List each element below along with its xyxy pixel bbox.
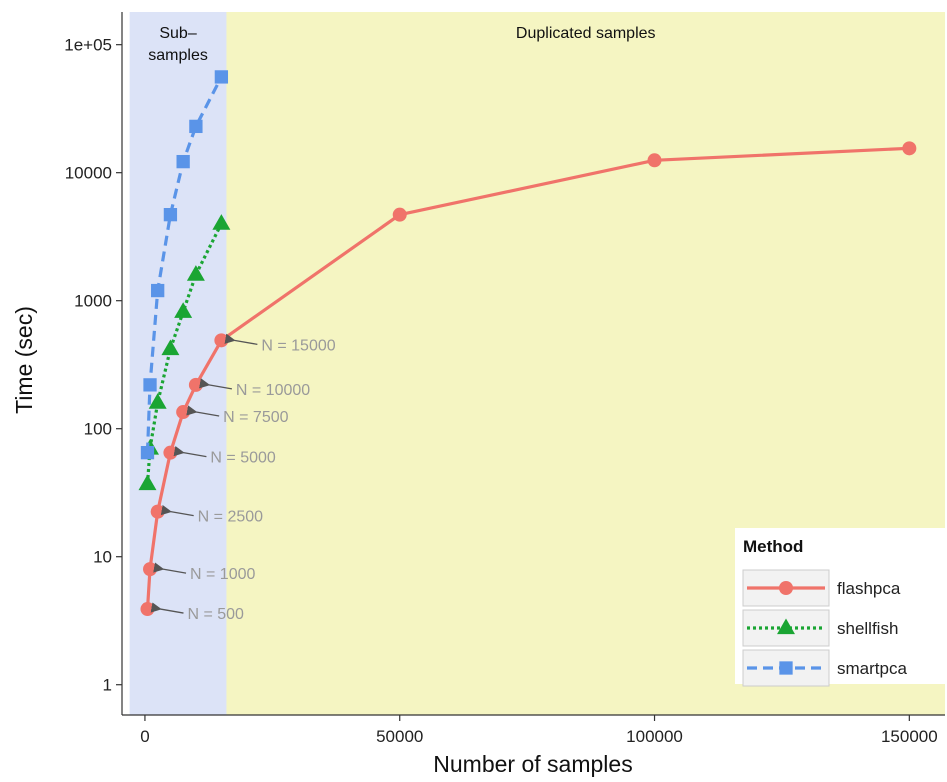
- shellfish-point: [186, 265, 205, 281]
- region-labels: Sub– samples Duplicated samples: [148, 25, 655, 64]
- y-tick-label: 1000: [74, 292, 112, 311]
- y-ticks: 1 10 100 1000 10000 1e+05: [64, 36, 122, 695]
- annotation-label: N = 2500: [198, 509, 263, 526]
- annotation-label: N = 7500: [223, 409, 288, 426]
- annotation-arrow: [224, 333, 258, 345]
- shellfish-point: [174, 302, 193, 318]
- legend-key-marker: [779, 661, 793, 675]
- region-label: Sub–: [159, 25, 196, 42]
- y-tick-label: 100: [84, 420, 112, 439]
- smartpca-point: [214, 70, 229, 84]
- smartpca-point: [143, 378, 157, 392]
- annotation-arrow: [160, 504, 194, 517]
- smartpca-point: [189, 119, 203, 134]
- series-line-flashpca: [145, 146, 910, 610]
- y-tick-label: 10000: [65, 164, 112, 183]
- flashpca-point: [140, 602, 155, 617]
- flashpca-point: [176, 405, 191, 420]
- annotation-label: N = 500: [187, 606, 244, 623]
- shellfish-point: [212, 214, 231, 230]
- series-smartpca: [140, 70, 229, 460]
- y-axis-title: Time (sec): [11, 306, 37, 414]
- annotation-arrow: [173, 445, 207, 458]
- flashpca-point: [214, 333, 229, 348]
- flashpca-point: [150, 504, 165, 519]
- shellfish-point: [161, 339, 180, 356]
- legend-label: smartpca: [837, 659, 907, 678]
- x-tick-label: 150000: [881, 727, 938, 746]
- annotation-arrow: [150, 602, 184, 614]
- flashpca-point: [143, 562, 158, 577]
- y-tick-label: 1e+05: [64, 36, 112, 55]
- flashpca-point: [188, 377, 203, 392]
- annotation-arrow: [186, 405, 220, 417]
- x-tick-label: 100000: [626, 727, 683, 746]
- legend-key-marker: [777, 618, 795, 635]
- flashpca-point: [902, 141, 917, 156]
- flashpca-point: [163, 445, 178, 460]
- legend: Method flashpca shellfish smartpca: [735, 528, 945, 687]
- smartpca-point: [163, 208, 178, 222]
- annotation-arrow: [153, 562, 187, 574]
- legend-key-marker: [779, 581, 793, 595]
- legend-title: Method: [743, 537, 803, 556]
- x-tick-label: 50000: [376, 727, 423, 746]
- x-axis-title: Number of samples: [433, 751, 632, 777]
- shellfish-point: [148, 393, 167, 409]
- legend-item-flashpca: flashpca: [742, 569, 901, 607]
- annotation-label: N = 1000: [190, 566, 255, 583]
- annotation-arrow: [199, 378, 233, 390]
- y-tick-label: 10: [93, 548, 112, 567]
- region-label: samples: [148, 47, 208, 64]
- flashpca-point: [392, 207, 407, 222]
- legend-item-smartpca: smartpca: [742, 649, 907, 687]
- annotation-label: N = 15000: [261, 337, 335, 354]
- annotations: N = 500 N = 1000 N = 2500 N = 5000 N = 7500 N…: [150, 333, 336, 623]
- smartpca-point: [151, 283, 165, 298]
- shellfish-point: [138, 474, 157, 491]
- annotation-label: N = 10000: [236, 382, 310, 399]
- annotation-label: N = 5000: [210, 450, 275, 467]
- y-tick-label: 1: [103, 676, 112, 695]
- region-0: [129, 12, 227, 715]
- region-label: Duplicated samples: [516, 25, 656, 42]
- legend-item-shellfish: shellfish: [742, 609, 898, 647]
- legend-label: shellfish: [837, 619, 898, 638]
- smartpca-point: [176, 154, 190, 169]
- flashpca-point: [647, 153, 662, 168]
- smartpca-point: [140, 445, 155, 460]
- x-ticks: 0 50000 100000 150000: [140, 715, 938, 746]
- x-tick-label: 0: [140, 727, 149, 746]
- legend-label: flashpca: [837, 579, 901, 598]
- axes: [121, 12, 945, 716]
